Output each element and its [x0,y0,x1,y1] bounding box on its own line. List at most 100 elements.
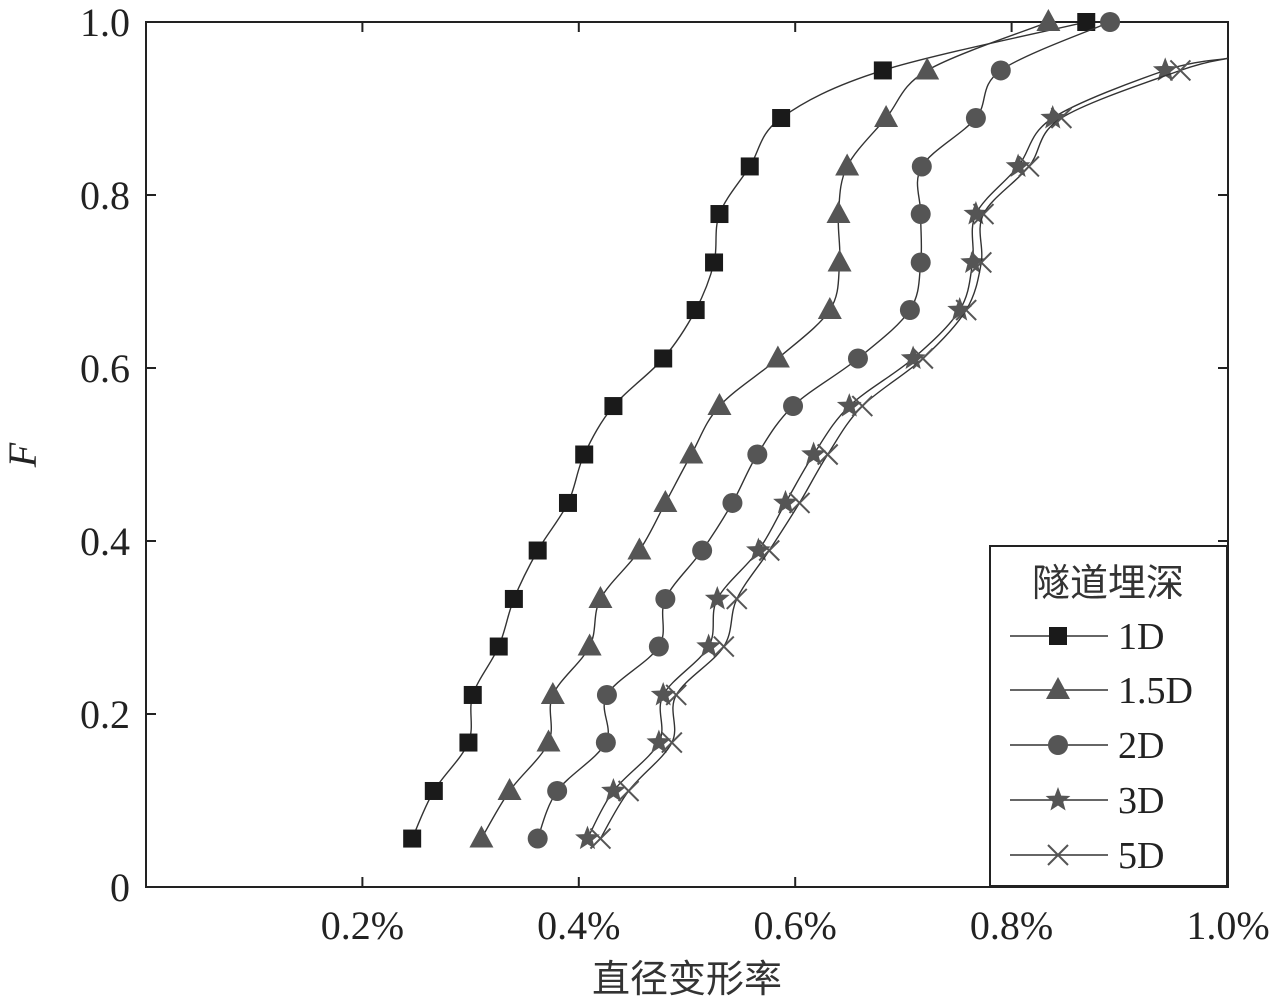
y-tick-label: 1.0 [80,0,130,45]
data-point [873,61,892,80]
legend-box [989,545,1228,887]
data-point [874,105,899,128]
data-point [653,489,678,512]
series-1_5D [469,9,1061,848]
data-point [1100,12,1121,32]
data-point [1005,153,1031,177]
x-tick-label: 0.4% [537,903,620,948]
y-tick-label: 0.2 [80,692,130,737]
data-point [911,156,932,177]
legend-label: 1D [1118,616,1164,658]
data-point [463,685,482,704]
data-point [577,633,602,656]
legend-title: 隧道埋深 [1032,561,1184,605]
legend-item: 2D [1010,725,1164,767]
data-point [746,537,771,561]
data-point [900,345,926,369]
x-tick-label: 0.2% [321,903,404,948]
data-point [497,777,522,800]
data-point [965,108,986,129]
data-point [627,537,652,560]
data-point [765,345,790,368]
series-3D [575,57,1228,850]
legend-item: 5D [1010,835,1164,877]
data-point [947,297,972,321]
data-point [827,249,852,272]
data-point [596,684,617,705]
data-point [459,733,478,752]
data-point [403,829,422,848]
data-point [527,828,548,849]
data-point [504,589,523,608]
legend-label: 1.5D [1118,670,1193,712]
series-line [480,22,1049,839]
x-tick-label: 1.0% [1186,903,1269,948]
legend-item: 3D [1010,780,1164,822]
data-point [722,492,743,513]
data-point [801,441,826,465]
data-point [899,300,920,321]
series-5D [589,57,1228,850]
data-point [788,492,811,514]
data-point [424,781,443,800]
data-point [955,299,977,321]
legend-marker [1045,787,1071,811]
legend-label: 3D [1118,780,1164,822]
data-point [910,252,931,273]
data-point [990,60,1011,81]
data-point [835,153,860,176]
data-point [589,827,612,850]
data-point [747,444,768,465]
series-line [411,22,1087,839]
data-point [604,397,623,416]
y-tick-label: 0.8 [80,173,130,218]
series-2D [527,12,1121,849]
data-point [707,393,732,416]
data-point [740,157,759,176]
data-point [696,633,721,657]
data-point [679,441,704,464]
data-point [665,684,687,706]
data-point [710,205,729,224]
y-tick-label: 0 [110,865,130,910]
data-point [758,539,780,562]
data-point [575,445,594,464]
plot-frame [145,21,1229,888]
data-point [489,637,508,656]
data-point [654,349,673,368]
data-point [540,681,565,704]
series-1D [403,13,1096,848]
legend-marker [1047,844,1069,866]
data-point [595,732,616,753]
y-axis-title: F [0,442,45,468]
y-tick-label: 0.4 [80,519,130,564]
legend-item: 1.5D [1010,670,1193,712]
data-point [963,201,989,225]
axis-ticks: 0 0.2 0.4 0.6 0.8 1.0 0.2% 0.4% 0.6% 0.8% 1.0% [80,0,1270,948]
data-point [588,585,613,608]
data-point [915,57,940,80]
data-point [1050,107,1073,129]
data-point [836,393,862,417]
data-point [704,586,730,610]
data-point [661,731,683,754]
data-point [692,540,713,561]
data-point [783,396,804,417]
data-point [970,251,993,274]
x-tick-label: 0.8% [970,903,1053,948]
data-point [575,825,600,850]
data-point [773,489,798,514]
legend-marker [1046,677,1070,699]
data-point [826,201,851,224]
data-point [558,493,577,512]
data-point [1077,13,1096,31]
data-point [912,347,934,370]
legend-marker [1048,735,1068,755]
legend-label: 5D [1118,835,1164,877]
data-point [1018,155,1040,178]
data-point [910,204,931,225]
data-point [528,541,547,560]
data-point [972,203,995,225]
data-point [1169,59,1192,82]
